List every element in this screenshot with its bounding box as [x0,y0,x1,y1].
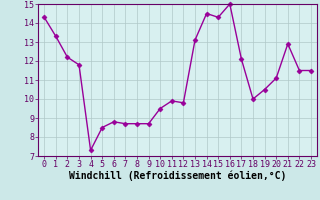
X-axis label: Windchill (Refroidissement éolien,°C): Windchill (Refroidissement éolien,°C) [69,171,286,181]
